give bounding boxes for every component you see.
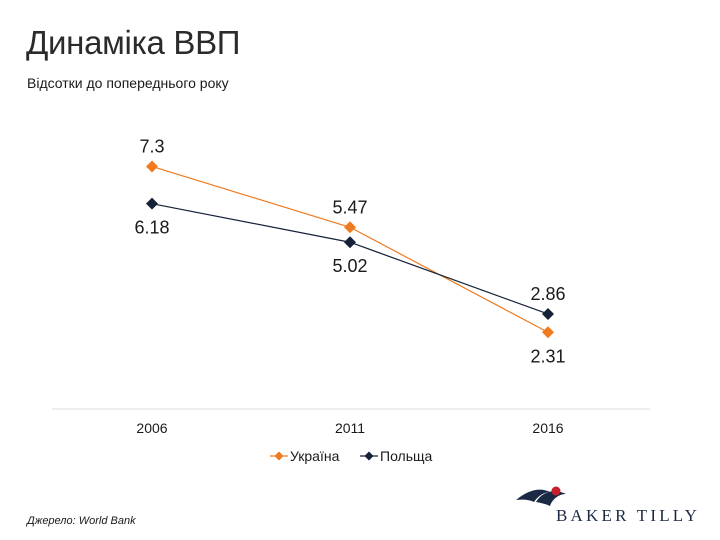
legend-marker [364, 451, 374, 461]
data-label: 2.86 [530, 284, 565, 304]
legend-label: Польща [380, 448, 433, 464]
data-label: 5.47 [332, 197, 367, 217]
data-label: 6.18 [134, 218, 169, 238]
legend-marker [274, 451, 284, 461]
source-note: Джерело: World Bank [27, 515, 136, 527]
line-chart: 2006 2011 2016 7.3 5.47 2.31 6.18 5.02 2.86 Украї… [52, 136, 650, 464]
x-tick-label: 2016 [532, 420, 563, 436]
data-label: 5.02 [332, 256, 367, 276]
data-point [542, 326, 554, 339]
data-point [146, 197, 158, 210]
x-tick-label: 2011 [335, 420, 365, 436]
data-point [344, 236, 356, 249]
legend-label: Україна [290, 448, 340, 464]
data-point [344, 221, 356, 234]
page-title: Динаміка ВВП [26, 24, 241, 61]
data-point [146, 160, 158, 173]
chart-subtitle: Відсотки до попереднього року [27, 75, 229, 91]
baker-tilly-logo-icon [516, 486, 566, 506]
logo-text: BAKER TILLY [556, 506, 701, 525]
data-point [542, 307, 554, 320]
data-label: 7.3 [139, 136, 164, 156]
series-line [151, 165, 549, 333]
x-tick-label: 2006 [136, 420, 167, 436]
data-label: 2.31 [530, 346, 565, 366]
